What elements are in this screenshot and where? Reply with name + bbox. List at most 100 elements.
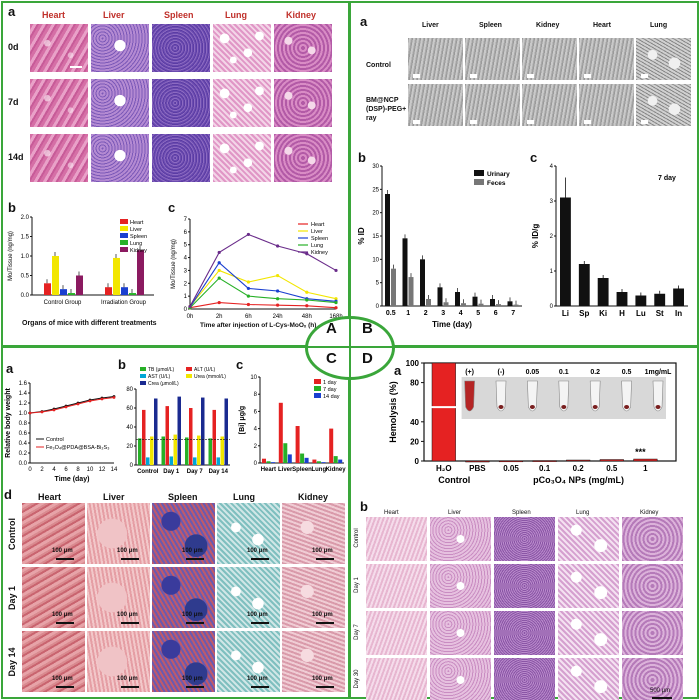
x-tick-label: 0.5 — [386, 310, 396, 317]
bar — [121, 287, 128, 295]
y-tick-label: 1.5 — [21, 235, 30, 241]
histology-image — [87, 567, 150, 628]
x-tick-label: Day 1 — [163, 469, 180, 475]
x-tick-label: 2h — [216, 314, 223, 320]
group-label-treatment: pCo₃O₄ NPs (mg/mL) — [533, 475, 624, 485]
bar — [455, 292, 460, 306]
c-row-label: Day 1 — [7, 585, 17, 611]
y-tick-label: 1 — [184, 294, 188, 300]
histology-image — [558, 517, 619, 561]
legend-label: Urinary — [487, 171, 510, 178]
bar — [185, 437, 189, 465]
x-tick-label: 0h — [187, 314, 194, 320]
bar — [295, 426, 300, 463]
y-axis-label: [Bi] μg/g — [239, 406, 246, 434]
a-chart-b-xlabel: Organs of mice with different treatments — [22, 320, 157, 327]
y-tick-label: 20 — [126, 444, 133, 450]
histology-image — [430, 564, 491, 608]
y-tick-label: 7 — [184, 217, 188, 223]
em-image — [522, 38, 577, 80]
x-tick-label: Day 14 — [209, 469, 229, 475]
bar — [262, 458, 266, 463]
tube — [652, 380, 664, 412]
scale-bar — [186, 686, 204, 688]
y-tick-label: 30 — [372, 164, 379, 170]
bar — [654, 293, 666, 306]
bar — [113, 257, 120, 295]
x-tick-label: 14 — [111, 467, 118, 473]
y-tick-label: 0 — [376, 304, 380, 310]
data-point — [334, 306, 338, 310]
scale-bar — [70, 66, 82, 68]
scale-label: 100 μm — [312, 548, 333, 554]
y-axis-label: Mo/Tissue (ng/mg) — [8, 231, 14, 281]
scale-label: 100 μm — [117, 676, 138, 682]
bar — [300, 453, 305, 463]
bar — [420, 259, 425, 306]
bar — [60, 289, 67, 295]
tube-pellet — [624, 405, 630, 409]
c-chart-c: 0 2 4 6 8 10 [Bi] μg/g Heart Liver Spleen Lung Kidn… — [239, 375, 346, 473]
y-axis-label: Hemolysis (%) — [388, 381, 398, 443]
bar — [616, 292, 628, 306]
data-point — [276, 297, 280, 301]
legend-swatch — [140, 367, 146, 371]
inset-label: 0.2 — [590, 369, 600, 376]
x-tick-label: 48h — [302, 314, 312, 320]
scale-bar — [121, 622, 139, 624]
histology-image — [22, 567, 85, 628]
y-tick-label: 5 — [376, 281, 380, 287]
tube — [464, 380, 475, 412]
legend-label: Liver — [311, 229, 323, 235]
a-organ-header: Lung — [225, 10, 247, 20]
scale-bar — [470, 120, 477, 124]
x-tick-label: 3 — [441, 310, 445, 317]
x-tick-label: 0.5 — [606, 464, 618, 473]
bar — [599, 459, 624, 462]
legend-label: Lung — [311, 243, 323, 249]
legend-swatch — [140, 374, 146, 378]
inset-label: (-) — [498, 369, 505, 376]
x-tick-label: 0.05 — [503, 464, 519, 473]
bar — [137, 250, 144, 295]
legend-label: Fe₃O₄@PDA@BSA-Bi₂S₃ — [46, 445, 109, 451]
d-organ-header: Heart — [384, 510, 399, 516]
histology-image — [282, 631, 345, 692]
bar — [578, 264, 590, 306]
b-sub-a-label: a — [360, 14, 368, 29]
legend-swatch — [186, 367, 192, 371]
y-tick-label: 0.6 — [19, 431, 28, 437]
legend-swatch — [314, 379, 321, 384]
a-chart-b: 0.0 0.5 1.0 1.5 2.0 Mo/Tissue (ng/mg) Control … — [8, 215, 154, 306]
x-tick-label: 0.1 — [539, 464, 551, 473]
legend-swatch — [314, 393, 321, 398]
histology-image — [30, 134, 88, 182]
bar — [189, 408, 193, 465]
a-organ-header: Spleen — [164, 10, 194, 20]
d-organ-header: Spleen — [512, 510, 531, 516]
bar — [173, 434, 177, 465]
x-tick-label: Liver — [278, 467, 293, 473]
tube-pellet — [592, 405, 598, 409]
tube — [589, 380, 601, 412]
b-chart-c: 0 1 2 3 4 % ID/g 7 day Li Sp Ki H Lu St In — [531, 164, 688, 318]
bar — [633, 458, 658, 462]
data-point — [276, 273, 280, 278]
scale-bar — [641, 120, 648, 124]
d-row-label: Day 30 — [354, 669, 360, 689]
bar — [193, 457, 197, 465]
y-tick-label: 10 — [372, 257, 379, 263]
histology-image — [152, 631, 215, 692]
histology-image — [494, 611, 555, 655]
scale-label: 500 μm — [650, 688, 671, 694]
y-tick-label: 0.0 — [21, 293, 30, 299]
y-tick-label: 1.6 — [19, 381, 28, 387]
em-image — [636, 38, 691, 80]
c-sub-b-label: b — [118, 357, 126, 372]
panel-d: a 0 20 40 80 100 Hemolysis (%) H₂O PBS 0.05 0.1 0.… — [350, 347, 700, 700]
series-line — [189, 261, 337, 308]
histology-image — [282, 503, 345, 564]
bar — [169, 456, 173, 465]
panel-label-c: C — [326, 350, 337, 367]
c-organ-header: Heart — [38, 492, 62, 502]
